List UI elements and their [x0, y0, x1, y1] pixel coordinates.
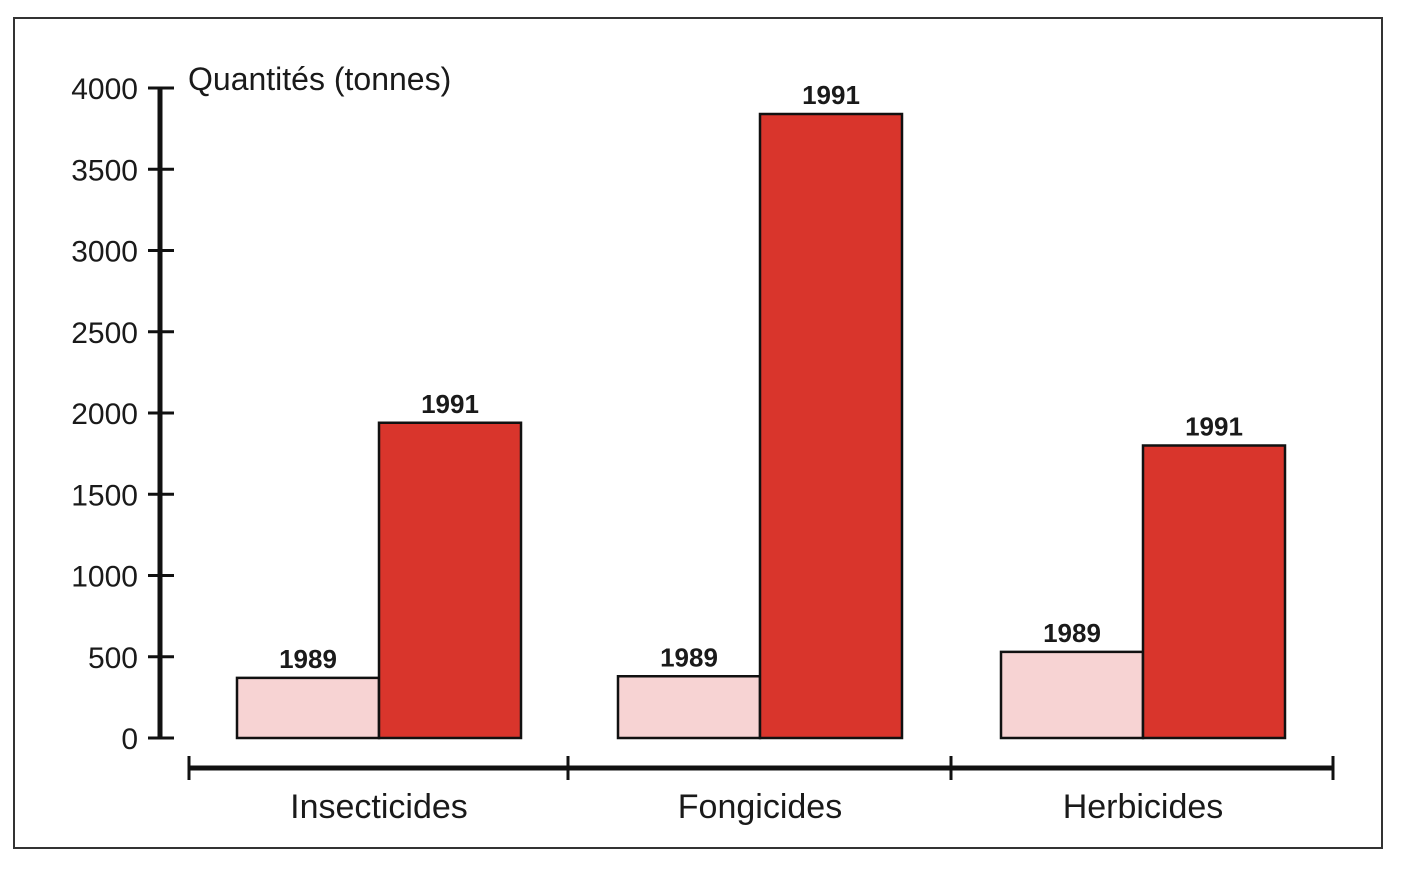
y-tick-label: 1000 [71, 561, 138, 594]
bars [235, 112, 1287, 740]
bar-label-insecticides-1991: 1991 [421, 389, 479, 419]
y-axis-label: Quantités (tonnes) [188, 61, 451, 97]
y-tick-label: 2000 [71, 398, 138, 431]
y-tick-label: 3500 [71, 154, 138, 187]
category-label-fongicides: Fongicides [678, 788, 842, 826]
y-axis-ticks: 0 500 1000 1500 2000 2500 3000 3500 4000 [71, 73, 174, 756]
bar-herbicides-1989 [999, 650, 1145, 740]
bar-fongicides-1989 [616, 675, 762, 740]
bar-label-fongicides-1991: 1991 [802, 80, 860, 110]
bar-label-herbicides-1991: 1991 [1185, 412, 1243, 442]
bar-label-herbicides-1989: 1989 [1043, 618, 1101, 648]
category-label-herbicides: Herbicides [1063, 788, 1224, 826]
bar-label-fongicides-1989: 1989 [660, 642, 718, 672]
bar-label-insecticides-1989: 1989 [279, 644, 337, 674]
y-tick-label: 4000 [71, 73, 138, 106]
bar-fongicides-1991 [758, 112, 904, 740]
bar-insecticides-1991 [377, 421, 523, 740]
y-tick-label: 500 [88, 642, 138, 675]
x-axis-ticks [187, 756, 1335, 780]
y-tick-label: 0 [121, 723, 138, 756]
category-label-insecticides: Insecticides [290, 788, 468, 826]
bar-insecticides-1989 [235, 676, 381, 740]
y-tick-label: 3000 [71, 236, 138, 269]
y-tick-label: 1500 [71, 479, 138, 512]
data-labels: 1989 1991 1989 1991 1989 1991 [279, 80, 1243, 674]
y-tick-label: 2500 [71, 317, 138, 350]
category-labels: Insecticides Fongicides Herbicides [290, 788, 1223, 826]
bar-herbicides-1991 [1141, 444, 1287, 740]
